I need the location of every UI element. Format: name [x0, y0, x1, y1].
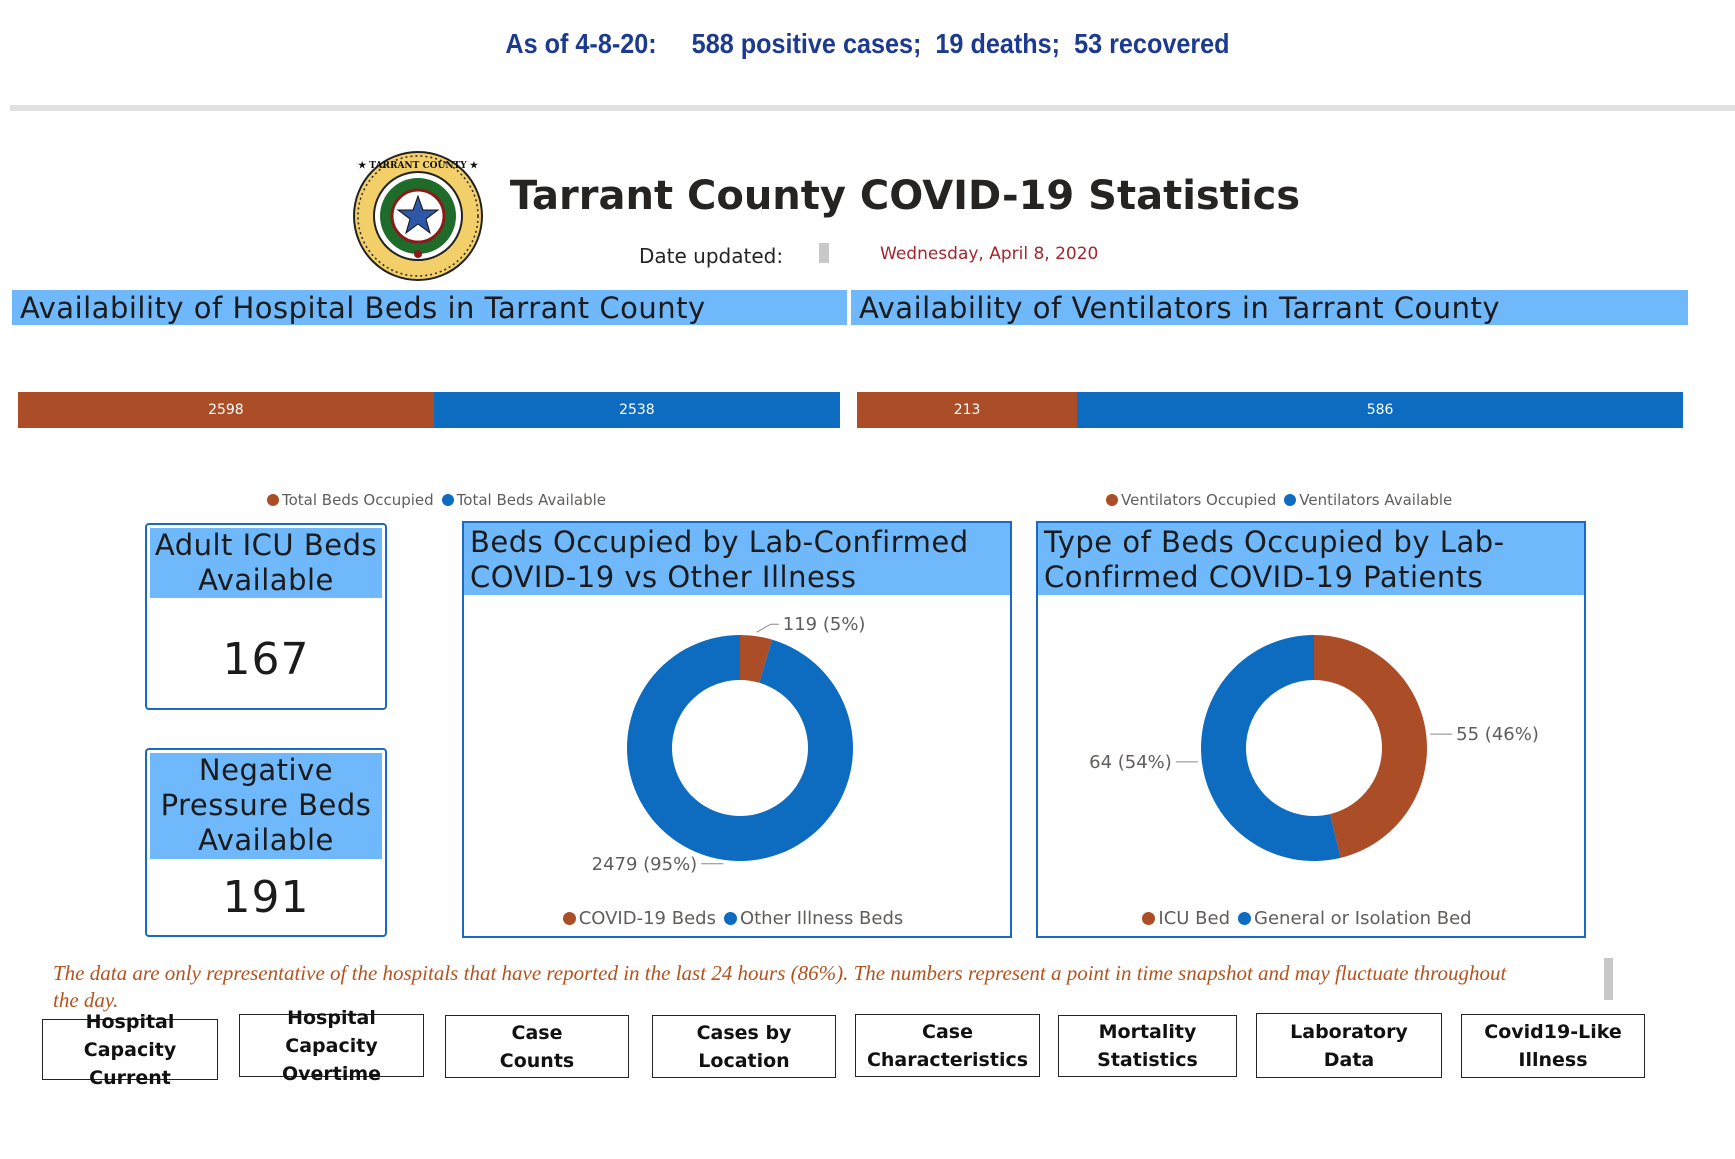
date-updated-label: Date updated: [639, 244, 784, 268]
covid-vs-other-legend: COVID-19 Beds Other Illness Beds [464, 908, 1010, 929]
bed-type-title: Type of Beds Occupied by Lab-Confirmed C… [1038, 523, 1584, 595]
seal-text: ★ TARRANT COUNTY ★ [358, 160, 479, 171]
negative-pressure-value: 191 [222, 872, 310, 923]
nav-hospital-capacity-current-button[interactable]: Hospital Capacity Current [42, 1011, 218, 1089]
banner-date: As of 4-8-20: [505, 28, 657, 59]
ventilators-legend: Ventilators Occupied Ventilators Availab… [1106, 491, 1460, 509]
legend-dot [1284, 494, 1297, 506]
legend-dot [562, 912, 576, 925]
nav-case-counts-button[interactable]: Case Counts [445, 1015, 629, 1078]
nav-covid19-like-illness-button[interactable]: Covid19-Like Illness [1461, 1014, 1645, 1078]
ventilators-section-header: Availability of Ventilators in Tarrant C… [851, 290, 1688, 325]
ventilators-available-segment[interactable]: 586 [1077, 392, 1683, 428]
legend-dot [1106, 494, 1118, 506]
beds-available-segment[interactable]: 2538 [433, 392, 840, 428]
legend-dot [1142, 912, 1156, 925]
top-banner: As of 4-8-20: 588 positive cases; 19 dea… [87, 28, 1649, 60]
note-scrollbar[interactable] [1604, 958, 1613, 1000]
legend-dot [723, 912, 737, 925]
legend-item-beds-available[interactable]: Total Beds Available [441, 491, 606, 509]
data-label: 55 (46%) [1456, 724, 1539, 745]
donut-slice-other-illness-beds[interactable] [626, 635, 853, 861]
negative-pressure-beds-card: Negative Pressure Beds Available 191 [145, 748, 387, 937]
legend-dot [1238, 912, 1252, 925]
negative-pressure-card-title: Negative Pressure Beds Available [150, 753, 382, 859]
nav-case-characteristics-button[interactable]: Case Characteristics [855, 1014, 1040, 1077]
bed-type-donut-chart[interactable]: 55 (46%) 64 (54%) [1038, 523, 1588, 940]
nav-laboratory-data-button[interactable]: Laboratory Data [1256, 1013, 1442, 1078]
icu-beds-card: Adult ICU Beds Available 167 [145, 523, 387, 710]
beds-stacked-bar[interactable]: 2598 2538 [18, 392, 840, 428]
legend-dot [267, 494, 279, 506]
donut-slice-general-or-isolation-bed[interactable] [1201, 635, 1341, 861]
bed-type-donut-panel: Type of Beds Occupied by Lab-Confirmed C… [1036, 521, 1586, 938]
data-disclaimer-note: The data are only representative of the … [53, 961, 1507, 1012]
ventilators-stacked-bar[interactable]: 213 586 [857, 392, 1683, 428]
beds-section-header: Availability of Hospital Beds in Tarrant… [12, 290, 847, 325]
date-slicer-handle[interactable] [819, 243, 829, 263]
legend-dot [441, 494, 454, 506]
county-seal-logo: ★ TARRANT COUNTY ★ [352, 150, 484, 282]
icu-beds-card-title: Adult ICU Beds Available [150, 528, 382, 598]
legend-item-ventilators-available[interactable]: Ventilators Available [1284, 491, 1452, 509]
icu-beds-value: 167 [222, 634, 310, 685]
banner-stats: 588 positive cases; 19 deaths; 53 recove… [691, 28, 1230, 59]
data-label: 64 (54%) [1089, 752, 1172, 773]
data-label: 119 (5%) [783, 614, 866, 635]
leader-line [756, 623, 779, 633]
covid-vs-other-donut-panel: Beds Occupied by Lab-Confirmed COVID-19 … [462, 521, 1012, 938]
beds-legend: Total Beds Occupied Total Beds Available [267, 491, 614, 509]
nav-mortality-statistics-button[interactable]: Mortality Statistics [1058, 1015, 1237, 1077]
donut-slice-covid-19-beds[interactable] [740, 635, 773, 683]
legend-item-covid-beds[interactable]: COVID-19 Beds [562, 908, 716, 929]
nav-hospital-capacity-overtime-button[interactable]: Hospital Capacity Overtime [239, 1007, 424, 1085]
page-title: Tarrant County COVID-19 Statistics [509, 173, 1301, 219]
donut-slice-icu-bed[interactable] [1314, 635, 1427, 858]
beds-occupied-segment[interactable]: 2598 [18, 392, 434, 428]
legend-item-general-isolation-bed[interactable]: General or Isolation Bed [1238, 908, 1472, 929]
bed-type-legend: ICU Bed General or Isolation Bed [1038, 908, 1584, 929]
legend-item-beds-occupied[interactable]: Total Beds Occupied [267, 491, 434, 509]
nav-cases-by-location-button[interactable]: Cases by Location [652, 1015, 836, 1078]
legend-item-other-illness-beds[interactable]: Other Illness Beds [723, 908, 903, 929]
date-updated-value: Wednesday, April 8, 2020 [880, 244, 1099, 264]
legend-item-ventilators-occupied[interactable]: Ventilators Occupied [1106, 491, 1276, 509]
covid-vs-other-title: Beds Occupied by Lab-Confirmed COVID-19 … [464, 523, 1010, 595]
covid-vs-other-donut-chart[interactable]: 119 (5%) 2479 (95%) [464, 523, 1014, 940]
legend-item-icu-bed[interactable]: ICU Bed [1142, 908, 1230, 929]
data-label: 2479 (95%) [592, 854, 698, 875]
ventilators-occupied-segment[interactable]: 213 [857, 392, 1078, 428]
divider [10, 105, 1735, 111]
